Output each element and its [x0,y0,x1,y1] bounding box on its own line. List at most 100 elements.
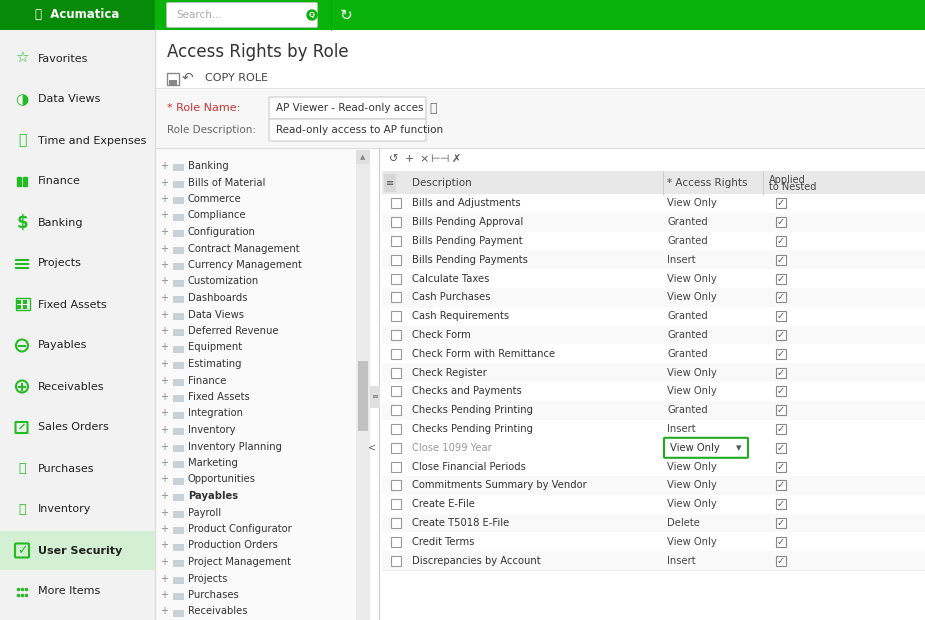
Text: ⊢⊣: ⊢⊣ [430,154,450,164]
Text: ⛟: ⛟ [18,462,26,475]
Text: +: + [160,342,168,353]
Bar [173,412,178,415]
Text: +: + [160,177,168,187]
Bar [173,213,178,216]
Bar [391,349,401,359]
Text: Finance: Finance [188,376,227,386]
Text: <: < [368,443,376,453]
Text: Bills Pending Payments: Bills Pending Payments [412,255,528,265]
Text: View Only: View Only [667,198,717,208]
Text: Access Rights by Role: Access Rights by Role [167,43,349,61]
Text: Commerce: Commerce [188,194,241,204]
Text: Deferred Revenue: Deferred Revenue [188,326,278,336]
Text: +: + [160,474,168,484]
Bar [173,378,184,386]
Bar [391,518,401,528]
Bar [776,198,786,208]
Text: Insert: Insert [667,255,696,265]
Bar [173,461,178,464]
Text: Read-only access to AP function: Read-only access to AP function [276,125,443,135]
Text: Purchases: Purchases [38,464,94,474]
Bar [155,90,925,148]
Text: Integration: Integration [188,409,243,419]
Bar [173,609,178,613]
Bar [23,304,27,309]
Text: ✓: ✓ [777,217,785,227]
Text: View Only: View Only [670,443,720,453]
Bar [173,494,184,501]
Text: Credit Terms: Credit Terms [412,537,475,547]
Text: Receivables: Receivables [38,381,105,391]
Text: View Only: View Only [667,480,717,490]
Text: Delete: Delete [667,518,700,528]
Text: View Only: View Only [667,293,717,303]
Bar [173,263,178,266]
Bar [173,345,178,348]
Text: +: + [160,293,168,303]
Bar [382,513,925,533]
Text: Estimating: Estimating [188,359,241,369]
Text: Currency Management: Currency Management [188,260,302,270]
Text: Close 1099 Year: Close 1099 Year [412,443,492,453]
Bar [391,462,401,472]
Bar [358,361,368,431]
Text: Data Views: Data Views [38,94,101,105]
Bar [173,428,178,431]
Bar [391,217,401,227]
Text: ≡: ≡ [386,178,394,188]
Text: View Only: View Only [667,462,717,472]
Bar [17,182,21,185]
Text: Sales Orders: Sales Orders [38,422,109,433]
Text: Project Management: Project Management [188,557,291,567]
Bar [776,255,786,265]
Text: ✓: ✓ [777,518,785,528]
Bar [776,349,786,359]
Bar [391,556,401,565]
Text: Data Views: Data Views [188,309,244,319]
Bar [776,480,786,490]
Bar [382,457,925,476]
Bar [173,412,184,418]
Text: Opportunities: Opportunities [188,474,256,484]
Text: Payroll: Payroll [188,508,221,518]
Text: ✓: ✓ [777,273,785,283]
Text: Granted: Granted [667,330,708,340]
Bar [776,386,786,396]
Bar [391,330,401,340]
Text: +: + [160,227,168,237]
Text: ✓: ✓ [777,424,785,434]
Bar [382,382,925,401]
Text: ≡: ≡ [372,392,378,401]
Text: ✓: ✓ [777,236,785,246]
Bar [391,537,401,547]
Bar [391,424,401,434]
Text: More Items: More Items [38,587,100,596]
Text: ×: × [419,154,428,164]
Text: ✓: ✓ [777,368,785,378]
Bar [382,250,925,269]
Text: Insert: Insert [667,424,696,434]
Bar [167,73,179,85]
Bar [0,531,155,570]
Bar [391,293,401,303]
Bar [382,420,925,438]
Bar [776,330,786,340]
Bar [173,510,178,513]
Text: Applied: Applied [769,175,806,185]
Text: Contract Management: Contract Management [188,244,300,254]
Text: AP Viewer - Read-only acces: AP Viewer - Read-only acces [276,103,424,113]
Text: ◑: ◑ [16,92,29,107]
Text: +: + [160,524,168,534]
Bar [382,326,925,344]
Text: Granted: Granted [667,217,708,227]
Text: +: + [160,458,168,468]
Text: Granted: Granted [667,236,708,246]
Bar [173,477,184,484]
Bar [173,164,178,167]
Text: Bills Pending Approval: Bills Pending Approval [412,217,524,227]
FancyBboxPatch shape [269,119,426,141]
Bar [173,197,184,204]
Text: Granted: Granted [667,349,708,359]
Bar [173,362,184,369]
Bar [382,533,925,551]
